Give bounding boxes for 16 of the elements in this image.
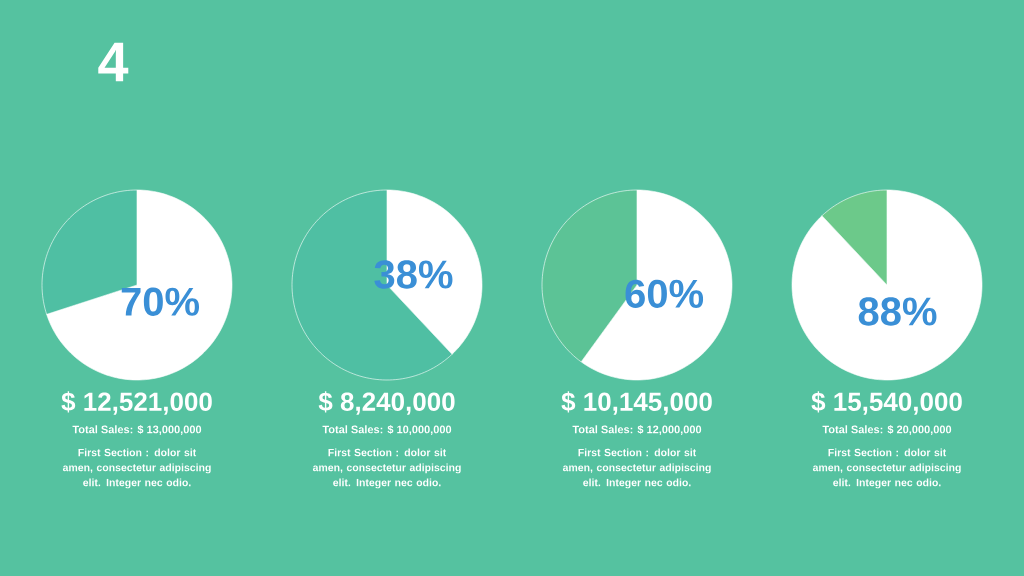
text: 4: [98, 42, 129, 82]
data-label: 88%: [858, 297, 937, 326]
text: First Section : dolor sit amen, consectetur adipiscing elit. Integer nec odio.: [62, 448, 211, 489]
text: First Section : dolor sit amen, consectetur adipiscing elit. Integer nec odio.: [312, 448, 461, 489]
text: Total Sales: $ 10,000,000: [322, 425, 452, 435]
text: Total Sales: $ 20,000,000: [822, 425, 952, 435]
text: Total Sales: $ 12,000,000: [572, 425, 702, 435]
data-label: 70%: [121, 287, 200, 316]
text: First Section : dolor sit amen, consectetur adipiscing elit. Integer nec odio.: [812, 448, 961, 489]
text: First Section : dolor sit amen, consectetur adipiscing elit. Integer nec odio.: [562, 448, 711, 489]
text: $ 10,145,000: [561, 391, 712, 415]
data-label: 60%: [625, 279, 704, 308]
text: Total Sales: $ 13,000,000: [72, 425, 202, 435]
text: $ 8,240,000: [318, 391, 455, 415]
text: $ 12,521,000: [61, 391, 212, 415]
text: $ 15,540,000: [811, 391, 962, 415]
